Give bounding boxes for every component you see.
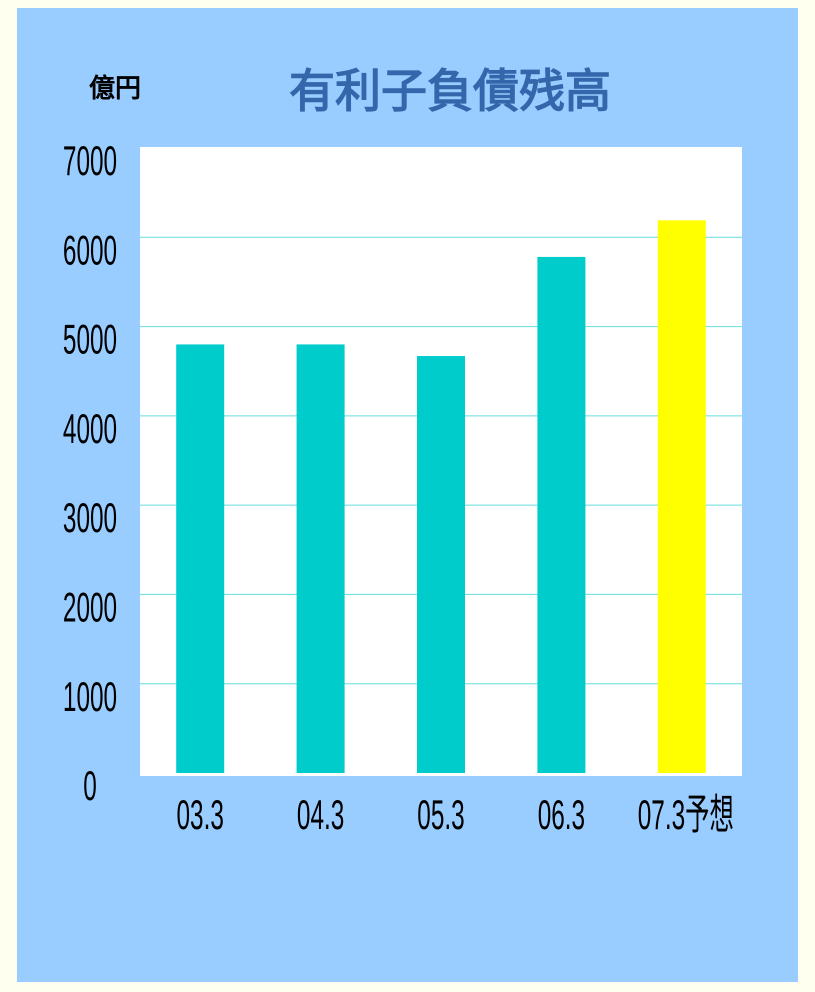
y-tick-label: 4000 (63, 406, 117, 452)
x-tick-label: 05.3 (417, 792, 464, 838)
y-axis-label: 億円 (89, 73, 141, 103)
y-tick-label: 1000 (63, 674, 117, 720)
chart-title: 有利子負債残高 (289, 65, 611, 117)
y-tick-label: 6000 (63, 228, 117, 274)
y-tick-label: 5000 (63, 317, 117, 363)
y-tick-label: 3000 (63, 496, 117, 542)
bar (417, 356, 465, 773)
bar (537, 256, 586, 773)
x-tick-label: 07.3予想 (638, 792, 734, 838)
y-tick-label: 7000 (63, 138, 117, 184)
y-tick-label: 2000 (63, 585, 117, 631)
x-tick-label: 03.3 (176, 792, 223, 838)
bar (176, 344, 225, 773)
bar (296, 344, 345, 773)
bar (657, 220, 706, 774)
x-tick-label: 04.3 (297, 792, 344, 838)
x-tick-label: 06.3 (538, 792, 585, 838)
y-tick-label: 0 (83, 763, 97, 809)
